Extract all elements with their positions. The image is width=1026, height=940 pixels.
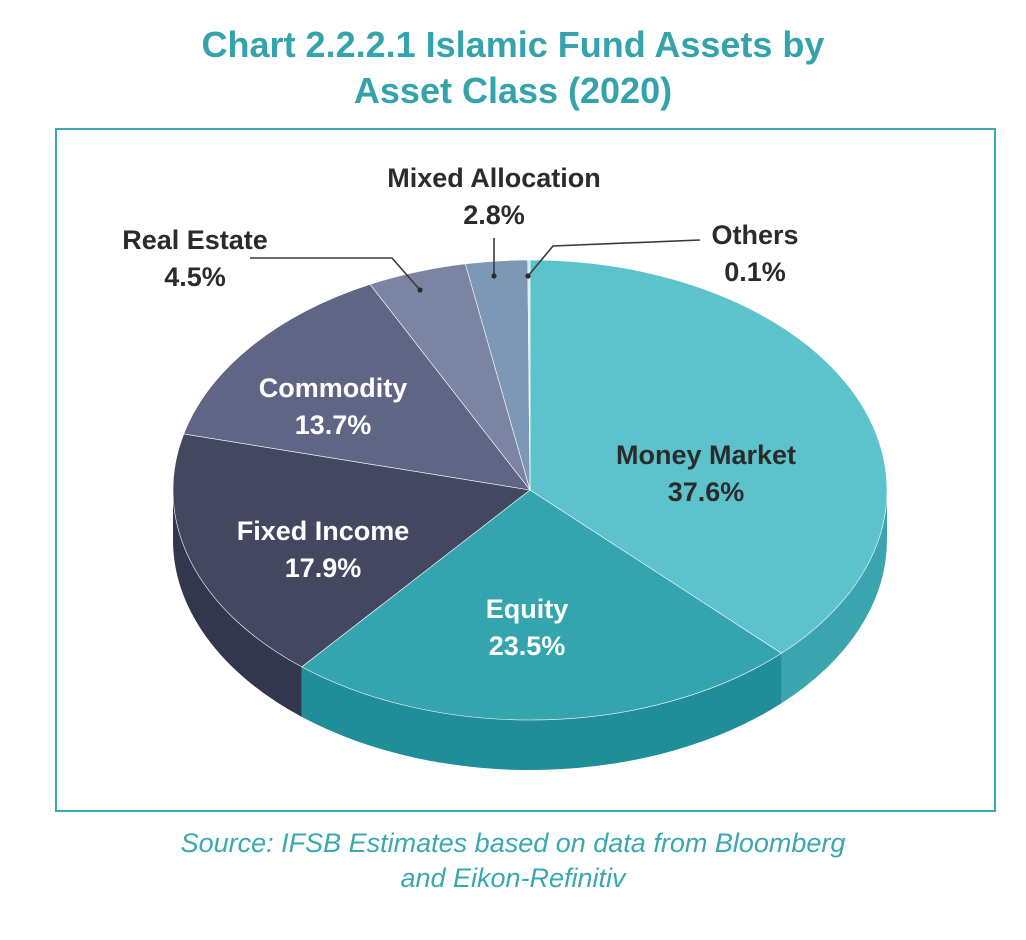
slice-label-others: Others — [711, 220, 798, 250]
slice-value-others: 0.1% — [724, 257, 786, 287]
leader-dot-real-estate — [417, 287, 423, 293]
source-note: Source: IFSB Estimates based on data fro… — [0, 826, 1026, 896]
source-line-1: Source: IFSB Estimates based on data fro… — [180, 828, 846, 858]
pie-slice-commodity — [183, 284, 531, 491]
slice-label-mixed-allocation: Mixed Allocation — [387, 163, 601, 193]
slice-label-real-estate: Real Estate — [122, 225, 268, 255]
leader-line-real-estate — [250, 257, 421, 291]
slice-label-commodity: Commodity — [259, 373, 408, 403]
chart-title-line-2: Asset Class (2020) — [353, 70, 673, 111]
slice-label-money-market: Money Market — [616, 440, 796, 470]
pie-slice-equity — [301, 489, 782, 721]
pie-side-fixed-income — [173, 490, 302, 717]
pie-slice-fixed-income — [172, 433, 531, 668]
leader-dot-others — [525, 273, 531, 279]
pie-label-layer: Money Market 37.6% Equity 23.5% Fixed Income… — [122, 163, 798, 661]
pie-side-money-market — [781, 490, 888, 704]
slice-value-real-estate: 4.5% — [164, 262, 226, 292]
slice-value-equity: 23.5% — [489, 631, 566, 661]
source-line-2: and Eikon-Refinitiv — [400, 863, 626, 893]
slice-value-money-market: 37.6% — [668, 477, 745, 507]
leader-dot-mixed-allocation — [491, 273, 497, 279]
slice-value-mixed-allocation: 2.8% — [463, 200, 525, 230]
leader-line-others — [527, 239, 701, 277]
pie-top-layer — [172, 259, 888, 721]
pie-slice-money-market — [529, 259, 888, 654]
slice-value-fixed-income: 17.9% — [285, 553, 362, 583]
slice-value-commodity: 13.7% — [295, 410, 372, 440]
pie-side-equity — [301, 653, 782, 770]
chart-title: Chart 2.2.2.1 Islamic Fund Assets by Ass… — [0, 22, 1026, 114]
chart-frame — [55, 128, 996, 812]
pie-slice-others — [527, 259, 531, 491]
slice-label-fixed-income: Fixed Income — [237, 516, 410, 546]
pie-side-layer — [173, 490, 888, 770]
slice-label-equity: Equity — [486, 594, 569, 624]
chart-title-line-1: Chart 2.2.2.1 Islamic Fund Assets by — [201, 24, 825, 65]
